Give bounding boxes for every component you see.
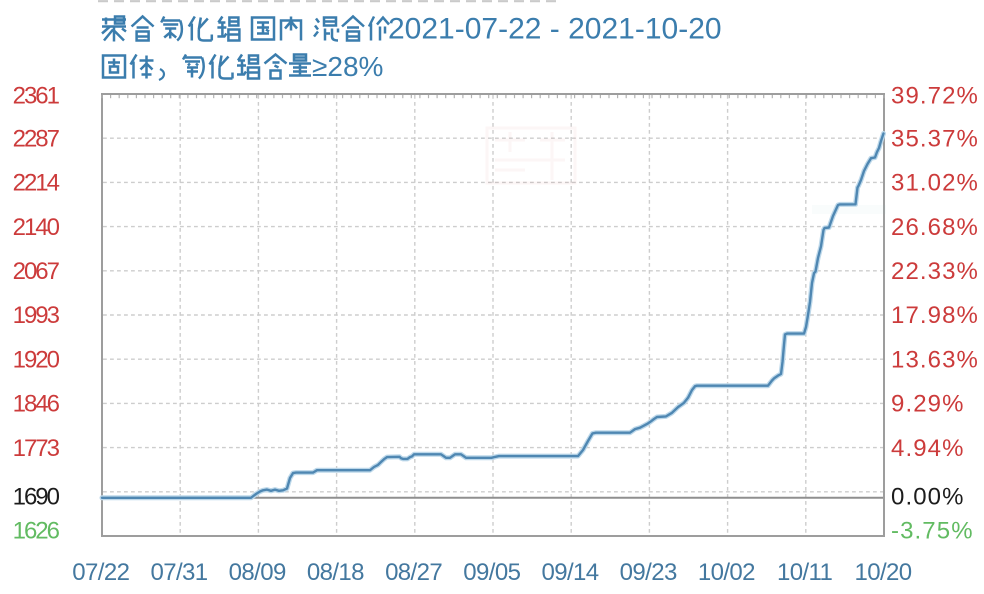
svg-text:10/11: 10/11 xyxy=(777,559,833,586)
svg-text:07/22: 07/22 xyxy=(72,559,129,586)
svg-text:4.94%: 4.94% xyxy=(891,435,965,462)
svg-text:2021-07-22 - 2021-10-20: 2021-07-22 - 2021-10-20 xyxy=(388,13,722,46)
svg-text:09/23: 09/23 xyxy=(620,559,677,586)
svg-text:39.72%: 39.72% xyxy=(891,82,979,109)
svg-text:1690: 1690 xyxy=(13,484,60,511)
svg-text:1920: 1920 xyxy=(13,346,60,373)
svg-text:10/02: 10/02 xyxy=(698,559,755,586)
svg-text:17.98%: 17.98% xyxy=(891,302,979,329)
svg-text:26.68%: 26.68% xyxy=(891,214,979,241)
svg-text:07/31: 07/31 xyxy=(150,559,207,586)
svg-text:08/18: 08/18 xyxy=(307,559,364,586)
svg-text:10/20: 10/20 xyxy=(854,559,911,586)
svg-text:09/05: 09/05 xyxy=(463,559,520,586)
svg-text:2287: 2287 xyxy=(13,125,60,152)
svg-text:22.33%: 22.33% xyxy=(891,258,979,285)
svg-text:09/14: 09/14 xyxy=(541,559,598,586)
svg-text:08/09: 08/09 xyxy=(229,559,286,586)
svg-text:31.02%: 31.02% xyxy=(891,170,979,197)
svg-text:1626: 1626 xyxy=(13,518,60,545)
svg-text:08/27: 08/27 xyxy=(385,559,442,586)
svg-text:1773: 1773 xyxy=(13,435,60,462)
svg-text:2067: 2067 xyxy=(13,258,60,285)
svg-text:≥28%: ≥28% xyxy=(312,51,383,82)
svg-text:13.63%: 13.63% xyxy=(891,346,979,373)
svg-text:-3.75%: -3.75% xyxy=(891,518,974,545)
svg-text:35.37%: 35.37% xyxy=(891,125,979,152)
svg-text:2361: 2361 xyxy=(13,82,60,109)
svg-text:9.29%: 9.29% xyxy=(891,391,965,418)
svg-text:2140: 2140 xyxy=(13,214,60,241)
svg-text:1993: 1993 xyxy=(13,302,60,329)
svg-text:2214: 2214 xyxy=(13,170,60,197)
svg-text:1846: 1846 xyxy=(13,391,60,418)
svg-text:0.00%: 0.00% xyxy=(891,484,965,511)
